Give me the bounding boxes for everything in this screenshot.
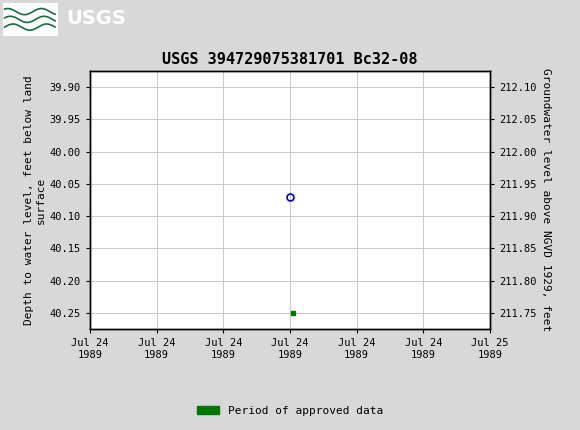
- Bar: [3, 3, 58, 36]
- Y-axis label: Depth to water level, feet below land
surface: Depth to water level, feet below land su…: [24, 75, 45, 325]
- Y-axis label: Groundwater level above NGVD 1929, feet: Groundwater level above NGVD 1929, feet: [541, 68, 551, 332]
- Title: USGS 394729075381701 Bc32-08: USGS 394729075381701 Bc32-08: [162, 52, 418, 67]
- Text: USGS: USGS: [67, 9, 126, 28]
- Legend: Period of approved data: Period of approved data: [193, 401, 387, 420]
